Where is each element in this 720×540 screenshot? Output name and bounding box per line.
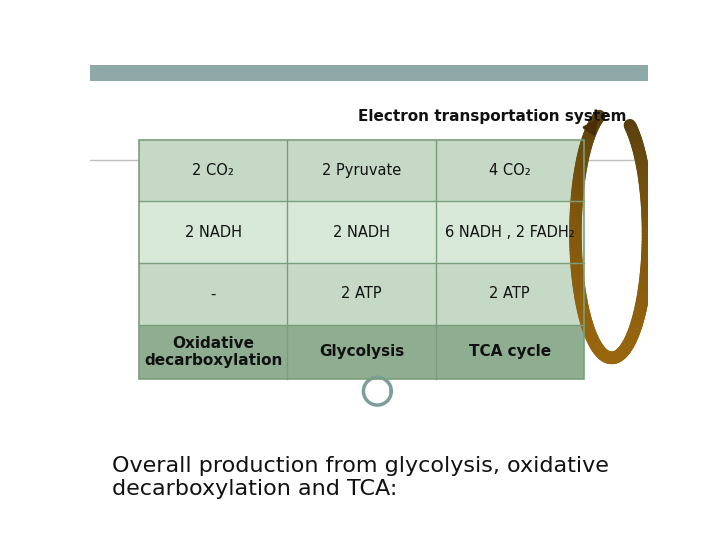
Text: 2 NADH: 2 NADH <box>185 225 242 240</box>
Text: Electron transportation system: Electron transportation system <box>358 109 626 124</box>
Bar <box>139 140 584 379</box>
Bar <box>90 65 648 82</box>
Text: Glycolysis: Glycolysis <box>319 344 404 359</box>
Bar <box>139 140 584 201</box>
Text: 2 NADH: 2 NADH <box>333 225 390 240</box>
Text: TCA cycle: TCA cycle <box>469 344 551 359</box>
Text: 4 CO₂: 4 CO₂ <box>489 163 531 178</box>
Text: -: - <box>210 286 216 301</box>
Text: 2 ATP: 2 ATP <box>341 286 382 301</box>
Text: 2 CO₂: 2 CO₂ <box>192 163 234 178</box>
Bar <box>139 325 584 379</box>
Bar <box>139 201 584 263</box>
Bar <box>139 263 584 325</box>
Text: Overall production from glycolysis, oxidative
decarboxylation and TCA:: Overall production from glycolysis, oxid… <box>112 456 609 499</box>
Text: 2 Pyruvate: 2 Pyruvate <box>322 163 401 178</box>
Text: 2 ATP: 2 ATP <box>490 286 530 301</box>
Text: 6 NADH , 2 FADH₂: 6 NADH , 2 FADH₂ <box>445 225 575 240</box>
Text: Oxidative
decarboxylation: Oxidative decarboxylation <box>144 335 282 368</box>
